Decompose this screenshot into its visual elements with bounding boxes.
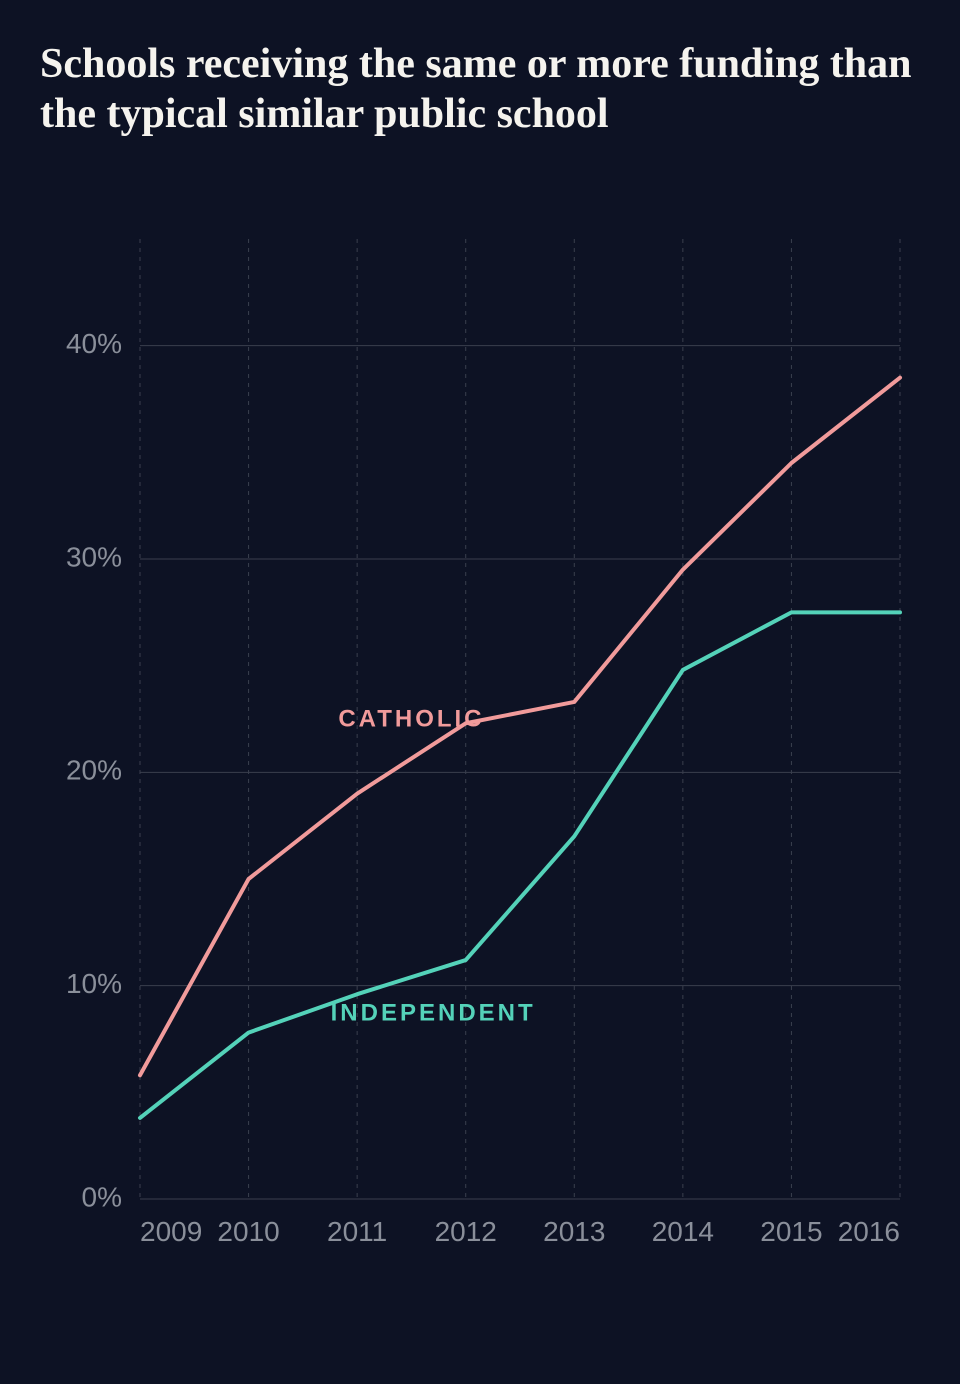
x-axis-tick-label: 2014: [652, 1216, 714, 1247]
y-axis-tick-label: 40%: [66, 328, 122, 359]
x-axis-tick-label: 2016: [838, 1216, 900, 1247]
chart-area: 0% 10% 20% 30% 40% 2009 2010 2011 2012 2013 2014 20…: [40, 209, 920, 1269]
x-axis-tick-label: 2009: [140, 1216, 202, 1247]
chart-title: Schools receiving the same or more fundi…: [40, 40, 920, 139]
chart-container: Schools receiving the same or more fundi…: [0, 0, 960, 1309]
x-axis-tick-label: 2010: [217, 1216, 279, 1247]
y-axis-tick-label: 30%: [66, 541, 122, 572]
x-axis-tick-label: 2012: [435, 1216, 497, 1247]
series-line-independent: [140, 612, 900, 1118]
series-label-catholic: CATHOLIC: [338, 706, 484, 733]
x-axis-tick-label: 2011: [327, 1216, 387, 1247]
series-line-catholic: [140, 378, 900, 1076]
y-axis-tick-label: 0%: [82, 1181, 122, 1212]
y-axis-tick-label: 20%: [66, 755, 122, 786]
x-axis-tick-label: 2015: [760, 1216, 822, 1247]
series-label-independent: INDEPENDENT: [331, 999, 536, 1026]
y-axis-tick-label: 10%: [66, 968, 122, 999]
x-axis-tick-label: 2013: [543, 1216, 605, 1247]
line-chart-svg: 0% 10% 20% 30% 40% 2009 2010 2011 2012 2013 2014 20…: [40, 209, 920, 1269]
